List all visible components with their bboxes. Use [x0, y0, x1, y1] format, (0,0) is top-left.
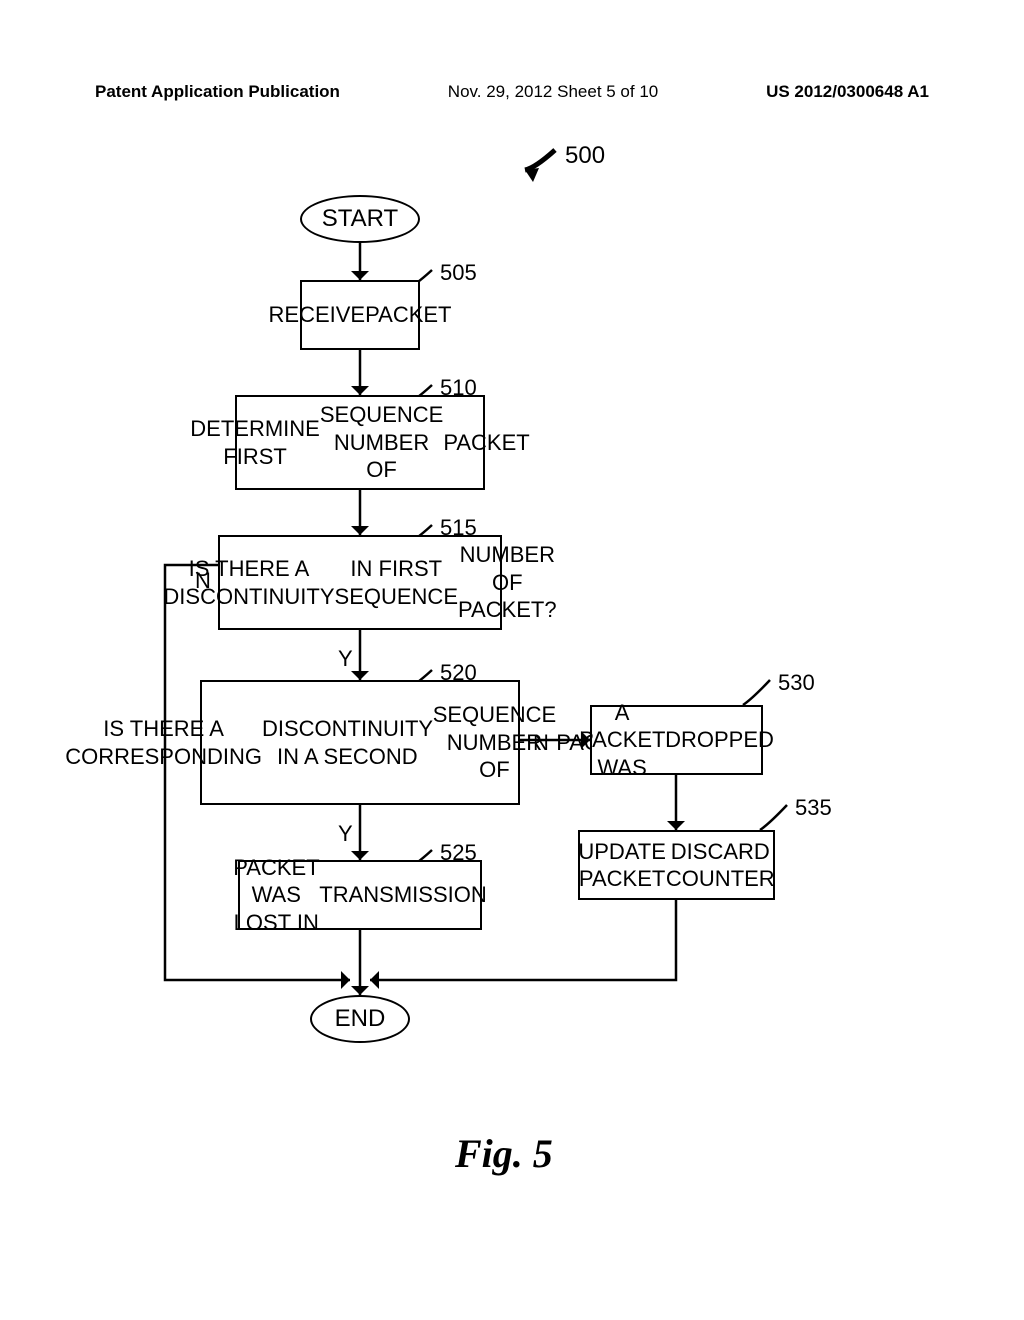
flow-node-n505: RECEIVEPACKET: [300, 280, 420, 350]
header-left: Patent Application Publication: [95, 82, 340, 102]
flowchart-diagram: START RECEIVEPACKET DETERMINE FIRSTSEQUENC…: [0, 140, 1024, 1160]
ref-label-500: 500: [565, 142, 605, 170]
ref-label-510: 510: [440, 375, 477, 401]
arrowhead: [351, 851, 369, 860]
arrowhead: [341, 971, 350, 989]
header-center: Nov. 29, 2012 Sheet 5 of 10: [448, 82, 658, 102]
connectors-layer: [0, 140, 1024, 1160]
ref-arrow-535: [760, 805, 787, 830]
ref-label-530: 530: [778, 670, 815, 696]
flow-node-n535: UPDATE PACKETDISCARD COUNTER: [578, 830, 775, 900]
ref-label-515: 515: [440, 515, 477, 541]
ref-arrow-530: [743, 680, 770, 705]
flow-node-n525: PACKET WAS LOST INTRANSMISSION: [238, 860, 482, 930]
flow-node-n520: IS THERE A CORRESPONDINGDISCONTINUITY IN…: [200, 680, 520, 805]
flow-node-n510: DETERMINE FIRSTSEQUENCE NUMBER OFPACKET: [235, 395, 485, 490]
flow-node-end: END: [310, 995, 410, 1043]
flow-node-n515: IS THERE A DISCONTINUITYIN FIRST SEQUENC…: [218, 535, 502, 630]
ref-label-505: 505: [440, 260, 477, 286]
ref-label-520: 520: [440, 660, 477, 686]
flow-node-n530: A PACKET WASDROPPED: [590, 705, 763, 775]
figure-caption: Fig. 5: [455, 1130, 553, 1177]
branch-label-N: N: [533, 730, 549, 756]
arrowhead: [351, 526, 369, 535]
arrowhead: [351, 671, 369, 680]
header-right: US 2012/0300648 A1: [766, 82, 929, 102]
ref-label-525: 525: [440, 840, 477, 866]
arrowhead: [667, 821, 685, 830]
arrowhead: [351, 271, 369, 280]
arrowhead: [351, 986, 369, 995]
ref-label-535: 535: [795, 795, 832, 821]
flow-node-start: START: [300, 195, 420, 243]
ref-arrow-500: [525, 150, 555, 182]
arrowhead: [370, 971, 379, 989]
branch-label-Y: Y: [338, 646, 353, 672]
branch-label-Y: Y: [338, 821, 353, 847]
arrowhead: [351, 386, 369, 395]
branch-label-N: N: [195, 568, 211, 594]
